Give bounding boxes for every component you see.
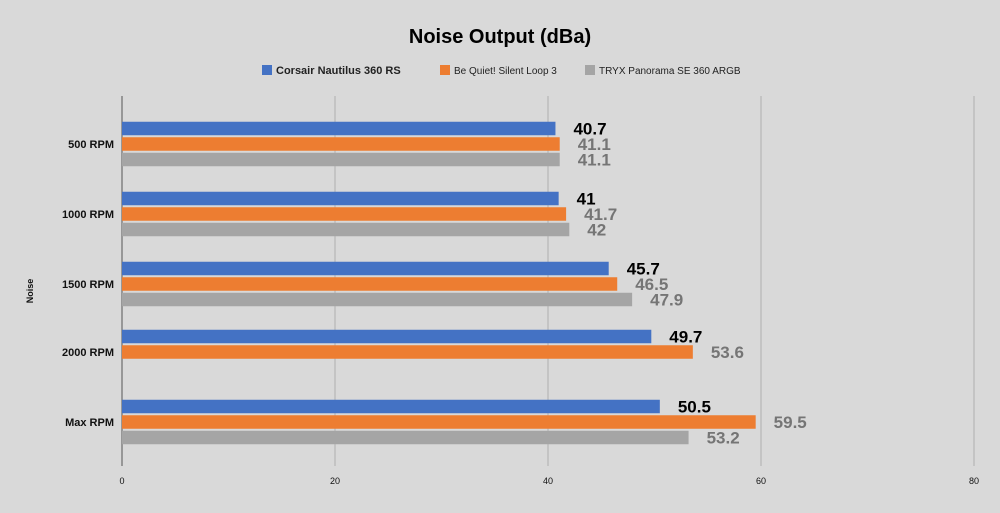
category-label-500-rpm: 500 RPM	[68, 139, 114, 151]
tick-label-40: 40	[543, 476, 553, 486]
bar-tryx-panorama-se-360-argb-1000-rpm	[122, 222, 570, 237]
tick-label-60: 60	[756, 476, 766, 486]
data-label-corsair-nautilus-360-rs-max-rpm: 50.5	[678, 398, 711, 417]
data-label-be-quiet-silent-loop-3-1500-rpm: 46.5	[635, 275, 668, 294]
legend-swatch-tryx-panorama-se-360-argb	[585, 65, 595, 75]
data-label-tryx-panorama-se-360-argb-1500-rpm: 47.9	[650, 291, 683, 310]
data-label-corsair-nautilus-360-rs-1000-rpm: 41	[577, 190, 596, 209]
category-label-max-rpm: Max RPM	[65, 417, 114, 429]
data-label-corsair-nautilus-360-rs-500-rpm: 40.7	[573, 120, 606, 139]
bar-corsair-nautilus-360-rs-500-rpm	[122, 121, 556, 136]
legend: Corsair Nautilus 360 RS Be Quiet! Silent …	[262, 65, 741, 77]
data-label-tryx-panorama-se-360-argb-500-rpm: 41.1	[578, 151, 611, 170]
data-label-be-quiet-silent-loop-3-1000-rpm: 41.7	[584, 205, 617, 224]
data-label-be-quiet-silent-loop-3-500-rpm: 41.1	[578, 135, 611, 154]
chart-title: Noise Output (dBa)	[409, 26, 591, 48]
bar-be-quiet-silent-loop-3-500-rpm	[122, 137, 560, 151]
data-labels: 40.7 41 45.7 49.7 50.5 41.1 41.7 46.5 53.6 59.5 41…	[573, 120, 806, 448]
tick-label-80: 80	[969, 476, 979, 486]
data-label-tryx-panorama-se-360-argb-max-rpm: 53.2	[707, 429, 740, 448]
category-labels: 500 RPM 1000 RPM 1500 RPM 2000 RPM Max RPM	[62, 139, 114, 429]
legend-label-corsair-nautilus-360-rs: Corsair Nautilus 360 RS	[276, 65, 401, 77]
legend-label-be-quiet-silent-loop-3: Be Quiet! Silent Loop 3	[454, 66, 557, 77]
bar-tryx-panorama-se-360-argb-1500-rpm	[122, 292, 633, 307]
bar-corsair-nautilus-360-rs-1000-rpm	[122, 191, 559, 206]
bar-corsair-nautilus-360-rs-2000-rpm	[122, 329, 652, 344]
bar-be-quiet-silent-loop-3-2000-rpm	[122, 345, 693, 359]
bar-be-quiet-silent-loop-3-max-rpm	[122, 415, 756, 429]
tick-label-20: 20	[330, 476, 340, 486]
category-label-1000-rpm: 1000 RPM	[62, 209, 114, 221]
data-label-tryx-panorama-se-360-argb-1000-rpm: 42	[587, 221, 606, 240]
data-label-corsair-nautilus-360-rs-1500-rpm: 45.7	[627, 260, 660, 279]
bar-corsair-nautilus-360-rs-max-rpm	[122, 399, 660, 414]
legend-swatch-be-quiet-silent-loop-3	[440, 65, 450, 75]
tick-labels: 0 20 40 60 80	[119, 476, 979, 486]
bars	[122, 121, 756, 445]
data-label-be-quiet-silent-loop-3-max-rpm: 59.5	[774, 413, 807, 432]
bar-be-quiet-silent-loop-3-1000-rpm	[122, 207, 567, 221]
bar-be-quiet-silent-loop-3-1500-rpm	[122, 277, 618, 291]
legend-swatch-corsair-nautilus-360-rs	[262, 65, 272, 75]
data-label-corsair-nautilus-360-rs-2000-rpm: 49.7	[669, 328, 702, 347]
bar-corsair-nautilus-360-rs-1500-rpm	[122, 261, 609, 276]
category-label-1500-rpm: 1500 RPM	[62, 279, 114, 291]
legend-label-tryx-panorama-se-360-argb: TRYX Panorama SE 360 ARGB	[599, 66, 741, 77]
bar-tryx-panorama-se-360-argb-500-rpm	[122, 152, 560, 167]
category-label-2000-rpm: 2000 RPM	[62, 347, 114, 359]
data-label-be-quiet-silent-loop-3-2000-rpm: 53.6	[711, 343, 744, 362]
y-axis-label: Noise	[25, 279, 35, 304]
tick-label-0: 0	[119, 476, 124, 486]
bar-tryx-panorama-se-360-argb-max-rpm	[122, 430, 689, 445]
